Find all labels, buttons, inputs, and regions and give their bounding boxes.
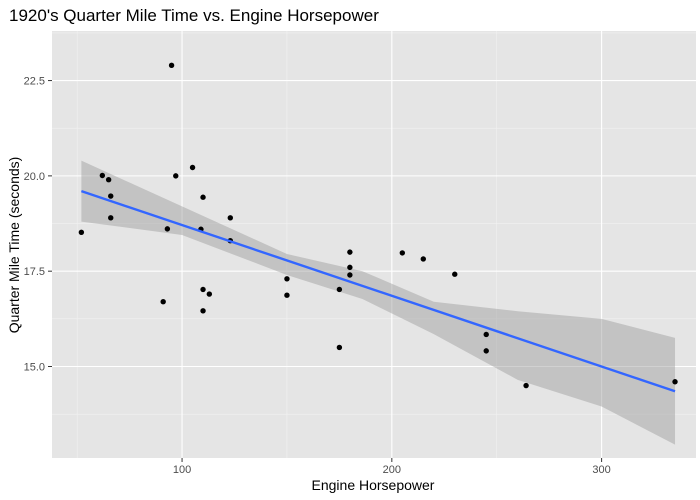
data-point — [168, 62, 175, 69]
data-point — [200, 194, 206, 200]
data-point — [108, 215, 114, 221]
y-tick-label: 15.0 — [24, 362, 45, 374]
data-point — [672, 379, 678, 385]
data-point — [284, 292, 290, 298]
x-axis-title: Engine Horsepower — [312, 477, 435, 493]
data-point — [78, 229, 85, 235]
y-tick-label: 22.5 — [24, 76, 45, 88]
data-point — [200, 308, 206, 314]
fit-line — [80, 189, 676, 393]
major-gridlines — [52, 31, 696, 458]
data-point — [173, 173, 179, 179]
x-tick-label: 200 — [383, 464, 401, 476]
data-point — [164, 226, 171, 232]
data-point — [284, 276, 290, 282]
data-point — [200, 286, 206, 293]
data-point — [347, 249, 353, 255]
data-point — [336, 344, 343, 351]
y-axis: 15.0 17.5 20.0 22.5 — [24, 76, 52, 374]
data-point — [206, 291, 213, 297]
data-point — [160, 298, 166, 305]
x-tick-label: 100 — [173, 464, 191, 476]
regression-line — [80, 189, 676, 393]
data-point — [452, 271, 458, 277]
data-point — [189, 164, 196, 171]
data-point — [99, 172, 106, 179]
confidence-band-area — [81, 160, 676, 445]
y-axis-title: Quarter Mile Time (seconds) — [6, 157, 22, 334]
y-tick-label: 17.5 — [24, 266, 45, 278]
y-tick-label: 20.0 — [24, 171, 45, 183]
data-point — [483, 331, 489, 338]
data-point — [108, 193, 114, 199]
minor-gridlines — [52, 31, 696, 458]
data-point — [420, 256, 426, 262]
chart-title: 1920's Quarter Mile Time vs. Engine Hors… — [9, 6, 379, 25]
data-point — [347, 264, 353, 271]
data-point — [227, 215, 234, 221]
x-axis: 100 200 300 — [173, 458, 611, 476]
data-point — [523, 382, 529, 389]
data-point — [347, 272, 353, 278]
confidence-band — [81, 160, 676, 445]
data-point — [336, 286, 343, 293]
x-tick-label: 300 — [592, 464, 610, 476]
data-point — [105, 176, 112, 183]
data-point — [483, 348, 489, 354]
data-point — [399, 250, 406, 256]
plot-panel — [52, 31, 696, 458]
